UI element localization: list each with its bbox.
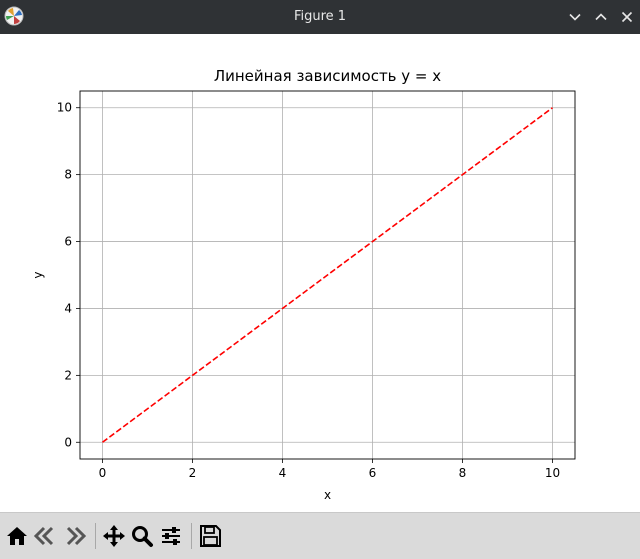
- y-axis-label: y: [31, 271, 45, 278]
- maximize-button[interactable]: [593, 9, 609, 25]
- forward-button[interactable]: [62, 523, 88, 549]
- title-bar[interactable]: Figure 1: [0, 0, 640, 34]
- x-tick-label: 10: [545, 466, 560, 480]
- toolbar-separator: [191, 523, 192, 549]
- line-chart: 0 2 4 6 8 10 0 2 4 6 8 10 Линейная зависимость y = …: [31, 67, 576, 502]
- home-icon: [7, 527, 27, 545]
- window-title: Figure 1: [293, 9, 347, 24]
- back-button[interactable]: [32, 523, 58, 549]
- pan-button[interactable]: [101, 523, 127, 549]
- forward-arrow-icon: [66, 526, 87, 546]
- magnifier-icon: [132, 526, 153, 547]
- close-icon: [621, 11, 633, 23]
- x-tick-label: 8: [459, 466, 467, 480]
- configure-subplots-button[interactable]: [158, 523, 184, 549]
- x-tick-label: 6: [369, 466, 377, 480]
- chevron-down-icon: [569, 13, 581, 21]
- axes-frame: [79, 90, 576, 460]
- close-button[interactable]: [619, 9, 635, 25]
- navigation-toolbar: [0, 512, 640, 559]
- y-tick-label: 8: [64, 168, 72, 182]
- minimize-button[interactable]: [567, 9, 583, 25]
- figure-canvas[interactable]: 0 2 4 6 8 10 0 2 4 6 8 10 Линейная зависимость y = …: [0, 34, 640, 512]
- x-tick-label: 2: [189, 466, 197, 480]
- zoom-button[interactable]: [129, 523, 155, 549]
- floppy-disk-icon: [200, 525, 221, 547]
- y-tick-label: 0: [64, 435, 72, 449]
- x-axis-label: x: [324, 488, 331, 502]
- save-button[interactable]: [197, 523, 223, 549]
- matplotlib-app-icon: [4, 6, 24, 26]
- toolbar-separator: [95, 523, 96, 549]
- series-line: [102, 107, 553, 443]
- back-arrow-icon: [33, 526, 54, 546]
- y-tick-label: 10: [57, 101, 72, 115]
- x-tick-label: 0: [99, 466, 107, 480]
- home-button[interactable]: [4, 523, 30, 549]
- y-tick-label: 4: [64, 301, 72, 315]
- y-tick-label: 6: [64, 235, 72, 249]
- move-icon: [103, 525, 125, 547]
- sliders-icon: [162, 527, 180, 545]
- y-tick-label: 2: [64, 368, 72, 382]
- chevron-up-icon: [595, 13, 607, 21]
- x-tick-label: 4: [279, 466, 287, 480]
- chart-title: Линейная зависимость y = x: [214, 67, 441, 85]
